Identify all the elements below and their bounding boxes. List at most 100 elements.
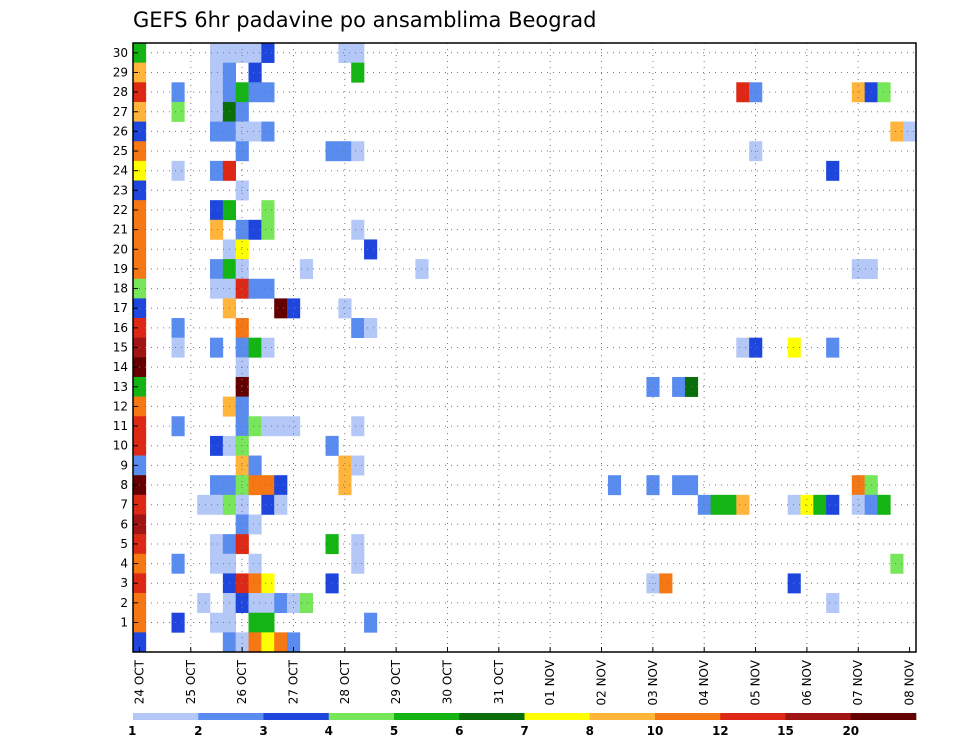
- heatmap-cell: [248, 82, 262, 103]
- heatmap-cell: [261, 337, 275, 358]
- colorbar-label: 4: [325, 724, 333, 738]
- heatmap-cell: [210, 259, 224, 280]
- colorbar-label: 7: [520, 724, 528, 738]
- heatmap-cell: [851, 82, 865, 103]
- heatmap-cell: [325, 435, 339, 456]
- y-tick-label: 4: [120, 557, 128, 571]
- heatmap-cell: [749, 82, 763, 103]
- heatmap-cell: [248, 219, 262, 240]
- heatmap-cell: [261, 121, 275, 142]
- y-tick-label: 5: [120, 537, 128, 551]
- y-tick-label: 16: [113, 321, 128, 335]
- heatmap-cell: [646, 376, 660, 397]
- heatmap-cell: [351, 43, 365, 63]
- colorbar-swatch: [524, 713, 591, 720]
- heatmap-cell: [235, 278, 249, 299]
- chart-title: GEFS 6hr padavine po ansamblima Beograd: [133, 8, 596, 32]
- heatmap-cell: [274, 494, 288, 515]
- y-tick-label: 24: [113, 164, 128, 178]
- heatmap-cell: [723, 494, 737, 515]
- heatmap-cell: [210, 534, 224, 555]
- colorbar-swatch: [459, 713, 525, 720]
- colorbar-label: 10: [647, 724, 664, 738]
- heatmap-cell: [197, 593, 211, 614]
- heatmap-cell: [274, 593, 288, 614]
- y-tick-label: 11: [113, 419, 128, 433]
- y-tick-label: 26: [113, 124, 128, 138]
- y-axis: 1234567891011121314151617181920212223242…: [113, 46, 138, 630]
- x-tick-label: 03 NOV: [646, 659, 660, 705]
- heatmap-cell: [261, 475, 275, 496]
- x-axis: 24 OCT 25 OCT 26 OCT 27 OCT 28 OCT 29 OCT 30 O…: [132, 647, 917, 706]
- colorbar-swatch: [328, 713, 395, 720]
- heatmap-cell: [248, 455, 262, 476]
- heatmap-cell: [351, 318, 365, 338]
- x-tick-label: 02 NOV: [595, 659, 609, 705]
- y-tick-label: 30: [113, 46, 128, 60]
- heatmap-cell: [210, 494, 224, 515]
- heatmap-cell: [826, 494, 840, 515]
- heatmap-cell: [261, 82, 275, 103]
- heatmap-cell: [877, 494, 891, 515]
- y-tick-label: 20: [113, 242, 128, 256]
- heatmap-cell: [248, 573, 262, 594]
- y-tick-label: 6: [120, 517, 128, 531]
- colorbar-swatch: [589, 713, 656, 720]
- heatmap-cell: [325, 141, 339, 162]
- heatmap-cell: [261, 494, 275, 515]
- heatmap-cell: [235, 121, 249, 142]
- colorbar-swatch: [394, 713, 460, 720]
- heatmap-cell: [210, 278, 224, 299]
- heatmap-cell: [235, 82, 249, 103]
- heatmap-cell: [659, 573, 673, 594]
- heatmap-cell: [235, 239, 249, 260]
- heatmap-cell: [877, 82, 891, 103]
- heatmap-cell: [171, 101, 185, 122]
- heatmap-cell: [235, 494, 249, 515]
- heatmap-cell: [235, 180, 249, 201]
- heatmap-cell: [672, 376, 686, 397]
- colorbar-label: 20: [842, 724, 859, 738]
- heatmap-cell: [287, 416, 301, 437]
- heatmap-cell: [210, 43, 224, 63]
- colorbar-swatch: [655, 713, 721, 720]
- heatmap-cell: [646, 475, 660, 496]
- heatmap-cell: [736, 82, 750, 103]
- x-tick-label: 27 OCT: [287, 659, 301, 704]
- heatmap-cell: [235, 376, 249, 397]
- heatmap-cell: [235, 416, 249, 437]
- heatmap-cell: [171, 82, 185, 103]
- heatmap-cell: [364, 239, 378, 260]
- y-tick-label: 15: [113, 341, 128, 355]
- y-tick-label: 18: [113, 282, 128, 296]
- colorbar-label: 5: [390, 724, 398, 738]
- heatmap-cell: [299, 259, 314, 280]
- heatmap-cell: [261, 219, 275, 240]
- heatmap-cell: [210, 121, 224, 142]
- colorbar-swatch: [720, 713, 786, 720]
- heatmap-cell: [325, 534, 339, 555]
- heatmap-cell: [248, 593, 262, 614]
- heatmap-cell: [338, 455, 352, 476]
- heatmap-cell: [222, 632, 236, 653]
- y-tick-label: 2: [120, 596, 128, 610]
- heatmap-cell: [210, 200, 224, 221]
- x-tick-label: 04 NOV: [697, 659, 711, 705]
- heatmap-cell: [235, 632, 249, 653]
- heatmap-cell: [351, 455, 365, 476]
- heatmap-cell: [274, 416, 288, 437]
- heatmap-cell: [197, 494, 211, 515]
- heatmap-cell: [364, 318, 378, 338]
- x-tick-label: 24 OCT: [132, 659, 146, 704]
- heatmap-cell: [261, 43, 275, 63]
- x-tick-label: 31 OCT: [492, 659, 506, 704]
- heatmap-cell: [351, 141, 365, 162]
- heatmap-cell: [248, 612, 262, 633]
- heatmap-cell: [351, 62, 365, 83]
- heatmap-cell: [351, 416, 365, 437]
- x-tick-label: 25 OCT: [184, 659, 198, 704]
- heatmap-cell: [210, 435, 224, 456]
- x-tick-label: 30 OCT: [441, 659, 455, 704]
- x-tick-label: 05 NOV: [749, 659, 763, 705]
- x-tick-label: 07 NOV: [851, 659, 865, 705]
